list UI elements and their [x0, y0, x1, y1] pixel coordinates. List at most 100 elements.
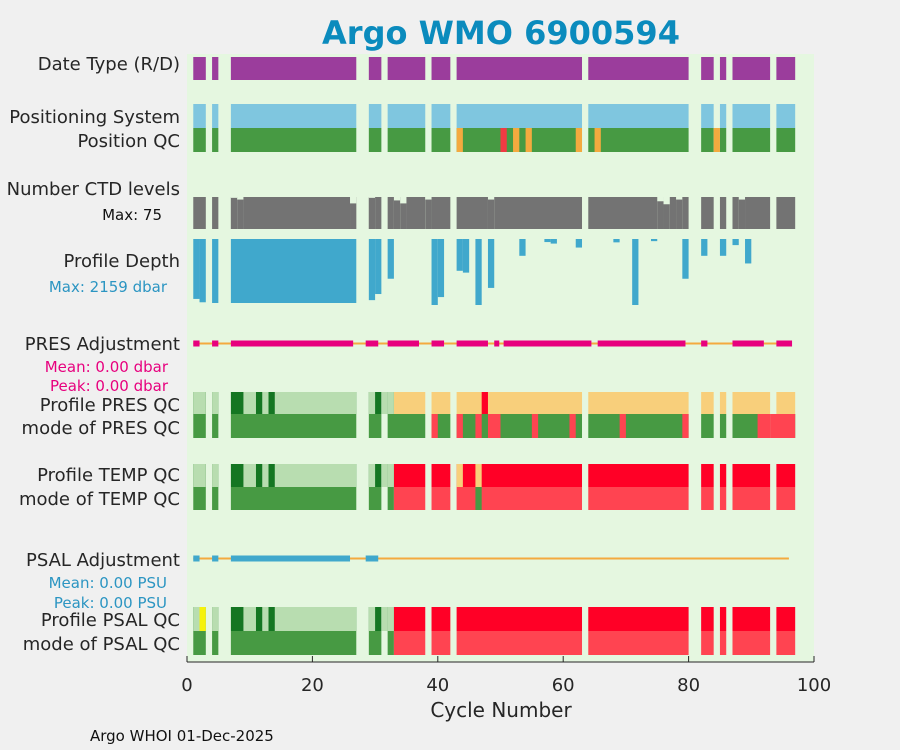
- profile-psal-qc-bar: [387, 607, 394, 631]
- profile-depth-bar: [193, 239, 200, 299]
- mode-psal-qc-bar: [387, 631, 394, 655]
- position-qc-flag-orange: [456, 128, 463, 152]
- psal-adjustment-mark: [365, 555, 379, 562]
- mode-psal-qc-bar: [456, 631, 583, 655]
- mode-temp-qc-bar: [431, 487, 451, 510]
- pres-adjustment-mark: [212, 340, 219, 347]
- date-type-bar: [431, 57, 451, 80]
- mode-pres-qc-bar: [456, 414, 583, 438]
- profile-temp-qc-bar: [431, 464, 451, 487]
- date-type-bar: [230, 57, 357, 80]
- mode-pres-qc-bar: [431, 414, 438, 438]
- mode-pres-qc-bar: [757, 414, 771, 438]
- profile-depth-bar: [613, 239, 620, 243]
- profile-psal-qc-bar: [431, 607, 451, 631]
- row-label-date-type: Date Type (R/D): [38, 54, 180, 75]
- position-qc-flag-orange: [713, 128, 720, 152]
- profile-depth-bar: [437, 239, 445, 298]
- pres-adjustment-mark: [456, 340, 488, 347]
- ctd-levels-max-note: Max: 75: [102, 206, 162, 224]
- position-qc-flag-orange: [513, 128, 520, 152]
- ctd-levels-bar: [431, 197, 451, 229]
- position-qc-flag-orange: [575, 128, 583, 152]
- positioning-bar: [212, 104, 219, 128]
- profile-depth-bar: [575, 239, 583, 248]
- positioning-bar: [719, 104, 727, 128]
- profile-pres-qc-bar: [456, 392, 583, 414]
- row-label-profile-pres-qc: Profile PRES QC: [40, 395, 180, 416]
- profile-psal-qc-bar: [456, 607, 583, 631]
- date-type-bar: [732, 57, 771, 80]
- position-qc-bar: [431, 128, 451, 152]
- psal-adjustment-peak-note: Peak: 0.00 PSU: [54, 594, 167, 612]
- position-qc-bar: [193, 128, 206, 152]
- profile-depth-bar: [745, 239, 752, 264]
- position-qc-flag-orange: [525, 128, 532, 152]
- pres-adjustment-mark: [701, 340, 708, 347]
- mode-pres-qc-bar: [387, 414, 426, 438]
- profile-psal-qc-bar: [393, 607, 426, 631]
- row-label-positioning-system: Positioning System: [9, 107, 180, 128]
- date-type-bar: [701, 57, 714, 80]
- pres-adjustment-mark: [387, 340, 419, 347]
- ctd-levels-bar: [657, 201, 664, 229]
- date-type-bar: [456, 57, 583, 80]
- position-qc-bar: [701, 128, 714, 152]
- psal-adjustment-mark: [230, 555, 351, 562]
- psal-adjustment-mark: [193, 555, 200, 562]
- ctd-levels-bar: [212, 197, 219, 229]
- ctd-levels-bar: [193, 197, 206, 229]
- mode-psal-qc-bar: [776, 631, 796, 655]
- pres-adjustment-peak-note: Peak: 0.00 dbar: [50, 377, 169, 395]
- profile-temp-qc-bar: [193, 464, 206, 487]
- mode-pres-qc-bar: [475, 414, 482, 438]
- profile-psal-qc-bar: [701, 607, 714, 631]
- profile-temp-qc-bar: [212, 464, 219, 487]
- pres-adjustment-mean-note: Mean: 0.00 dbar: [45, 358, 169, 376]
- position-qc-bar: [387, 128, 426, 152]
- profile-psal-qc-bar: [212, 607, 219, 631]
- mode-temp-qc-bar: [701, 487, 714, 510]
- mode-pres-qc-bar: [701, 414, 714, 438]
- ctd-levels-bar: [400, 203, 407, 229]
- mode-psal-qc-bar: [212, 631, 219, 655]
- row-labels: Date Type (R/D) Positioning System Posit…: [7, 54, 180, 655]
- pres-adjustment-mark: [193, 340, 200, 347]
- ctd-levels-bar: [588, 197, 689, 229]
- mode-pres-qc-bar: [487, 414, 501, 438]
- chart-title: Argo WMO 6900594: [322, 14, 680, 52]
- profile-psal-qc-bar: [719, 607, 727, 631]
- ctd-levels-bar: [425, 199, 432, 229]
- x-tick-label: 20: [301, 675, 324, 696]
- positioning-bar: [776, 104, 796, 128]
- ctd-levels-bar: [663, 204, 670, 229]
- pres-adjustment-mark: [597, 340, 686, 347]
- mode-psal-qc-bar: [588, 631, 689, 655]
- profile-temp-qc-bar: [243, 464, 256, 487]
- profile-depth-bar: [682, 239, 689, 279]
- position-qc-flag-orange: [594, 128, 601, 152]
- mode-pres-qc-bar: [588, 414, 689, 438]
- mode-psal-qc-bar: [368, 631, 382, 655]
- mode-pres-qc-bar: [619, 414, 626, 438]
- ctd-levels-bar: [387, 197, 426, 229]
- pres-adjustment-mark: [431, 340, 445, 347]
- mode-psal-qc-bar: [701, 631, 714, 655]
- positioning-bar: [387, 104, 426, 128]
- position-qc-flag-red: [500, 128, 507, 152]
- date-type-bar: [193, 57, 206, 80]
- position-qc-bar: [230, 128, 357, 152]
- row-label-mode-temp-qc: mode of TEMP QC: [19, 489, 180, 510]
- mode-temp-qc-bar: [475, 487, 482, 510]
- x-tick-label: 0: [181, 675, 192, 696]
- profile-temp-qc-bar: [393, 464, 426, 487]
- mode-pres-qc-bar: [230, 414, 357, 438]
- date-type-bar: [776, 57, 796, 80]
- mode-psal-qc-bar: [431, 631, 451, 655]
- mode-temp-qc-bar: [193, 487, 206, 510]
- profile-pres-qc-bar: [193, 392, 206, 414]
- x-tick-label: 100: [797, 675, 831, 696]
- mode-temp-qc-bar: [776, 487, 796, 510]
